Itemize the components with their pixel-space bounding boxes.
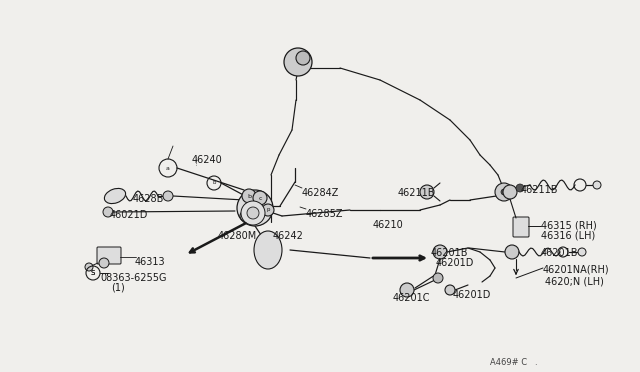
Circle shape [445, 285, 455, 295]
Circle shape [262, 204, 274, 216]
Text: 46284Z: 46284Z [302, 188, 339, 198]
Text: 46313: 46313 [135, 257, 166, 267]
Text: 46201C: 46201C [393, 293, 431, 303]
Text: 46201B: 46201B [431, 248, 468, 258]
Text: (1): (1) [111, 283, 125, 293]
Text: a: a [166, 166, 170, 170]
Circle shape [578, 248, 586, 256]
Text: 46316 (LH): 46316 (LH) [541, 231, 595, 241]
Text: 46315 (RH): 46315 (RH) [541, 221, 596, 231]
Circle shape [85, 263, 93, 271]
Text: p: p [266, 208, 269, 212]
Circle shape [163, 191, 173, 201]
Circle shape [237, 190, 273, 226]
Text: 46285Z: 46285Z [306, 209, 344, 219]
Text: S: S [91, 270, 95, 276]
Circle shape [495, 183, 513, 201]
Circle shape [253, 191, 267, 205]
FancyBboxPatch shape [97, 247, 121, 264]
Circle shape [99, 258, 109, 268]
Circle shape [284, 48, 312, 76]
FancyBboxPatch shape [513, 217, 529, 237]
Circle shape [593, 181, 601, 189]
Text: 46242: 46242 [273, 231, 304, 241]
Circle shape [420, 185, 434, 199]
Circle shape [433, 273, 443, 283]
Circle shape [103, 207, 113, 217]
Circle shape [516, 184, 524, 192]
Text: A469# C   .: A469# C . [490, 358, 538, 367]
Circle shape [247, 207, 259, 219]
Circle shape [296, 51, 310, 65]
Text: 46201D: 46201D [436, 258, 474, 268]
Circle shape [241, 201, 265, 225]
Text: 46280M: 46280M [218, 231, 257, 241]
Circle shape [400, 283, 414, 297]
Text: 4620;N (LH): 4620;N (LH) [545, 276, 604, 286]
Ellipse shape [254, 231, 282, 269]
Circle shape [242, 189, 256, 203]
Text: 08363-6255G: 08363-6255G [100, 273, 166, 283]
Circle shape [433, 245, 447, 259]
Text: S: S [91, 270, 95, 276]
Circle shape [240, 211, 250, 221]
Text: 4628B: 4628B [133, 194, 164, 204]
Text: b: b [247, 193, 251, 199]
Text: 46211B: 46211B [521, 185, 559, 195]
Text: 46021D: 46021D [110, 210, 148, 220]
Text: 46211B: 46211B [398, 188, 435, 198]
Text: 46201D: 46201D [453, 290, 492, 300]
Text: c: c [259, 196, 262, 201]
Text: 46201NA(RH): 46201NA(RH) [543, 265, 610, 275]
Ellipse shape [104, 189, 125, 203]
Text: 46201B: 46201B [541, 248, 579, 258]
Text: b: b [212, 180, 216, 186]
Text: 46240: 46240 [192, 155, 223, 165]
Circle shape [501, 189, 507, 195]
Text: 46210: 46210 [373, 220, 404, 230]
Circle shape [503, 185, 517, 199]
Circle shape [505, 245, 519, 259]
